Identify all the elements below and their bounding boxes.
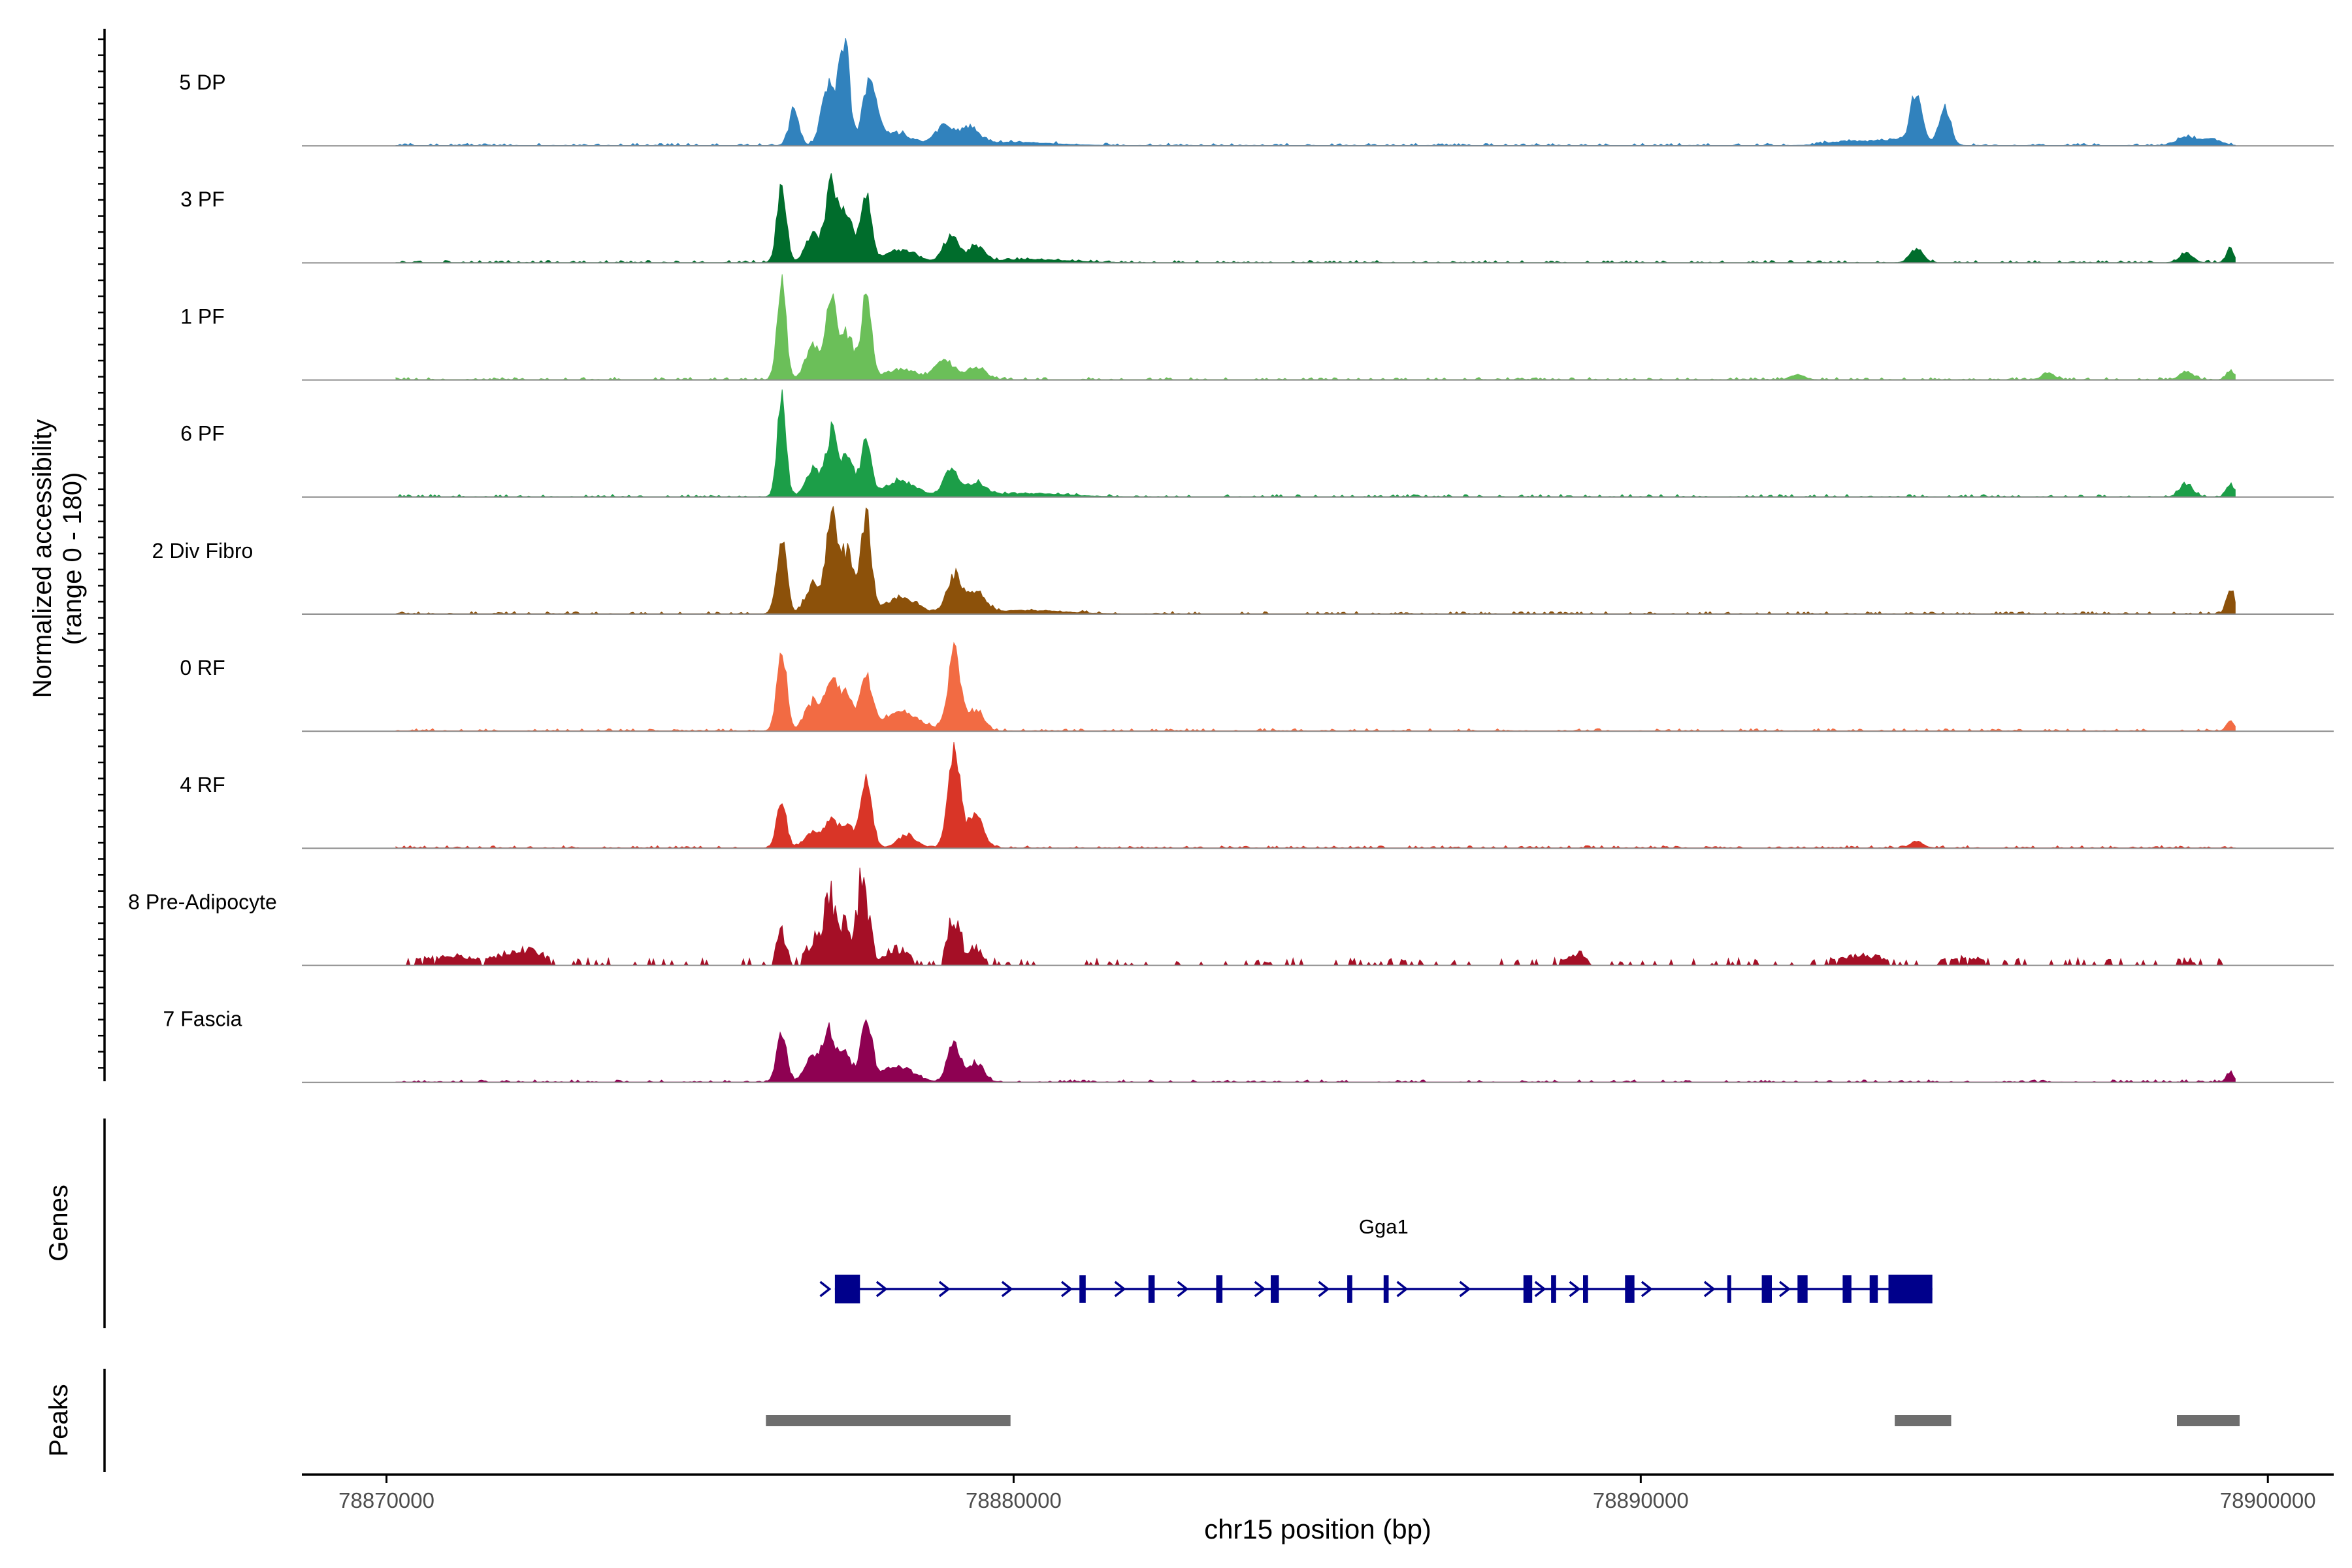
strand-arrow: [875, 1281, 888, 1298]
x-axis-label: chr15 position (bp): [1204, 1514, 1431, 1544]
peak-region-bar: [2177, 1415, 2240, 1426]
strand-arrow: [1318, 1281, 1330, 1298]
x-tick-label: 78900000: [2220, 1488, 2316, 1512]
strand-arrow: [1254, 1281, 1266, 1298]
strand-arrow: [1534, 1281, 1546, 1298]
coverage-area: [396, 867, 2236, 967]
strand-arrow: [938, 1281, 951, 1298]
x-tick-label: 78880000: [966, 1488, 1062, 1512]
coverage-area: [395, 742, 2236, 849]
track-0-rf: [302, 642, 2334, 732]
coverage-area: [395, 173, 2236, 263]
coverage-y-ticks: [98, 38, 105, 1069]
gene-exon: [1383, 1275, 1389, 1303]
track-4-rf: [302, 742, 2334, 849]
track-label: 6 PF: [180, 422, 225, 446]
track-label: 2 Div Fibro: [152, 539, 253, 563]
genes-panel-label: Genes: [44, 1184, 73, 1262]
coverage-area: [395, 389, 2236, 498]
coverage-area: [395, 38, 2236, 146]
gene-exon: [1551, 1275, 1556, 1303]
track-7-fascia: [302, 1019, 2334, 1083]
gene-exon: [1869, 1275, 1878, 1303]
strand-arrow: [1396, 1281, 1409, 1298]
gene-exon: [1523, 1275, 1533, 1303]
coverage-area: [395, 642, 2236, 732]
peak-region-bar: [1895, 1415, 1952, 1426]
coverage-area: [395, 506, 2236, 615]
track-label: 0 RF: [180, 656, 225, 679]
strand-arrow: [1001, 1281, 1013, 1298]
y-axis-label-line2: (range 0 - 180): [58, 472, 87, 645]
track-label: 7 Fascia: [163, 1007, 242, 1031]
gene-exon: [1347, 1275, 1352, 1303]
peak-regions: [766, 1415, 2240, 1426]
track-label: 8 Pre-Adipocyte: [128, 890, 277, 913]
track-2-div-fibro: [302, 506, 2334, 615]
track-1-pf: [302, 274, 2334, 381]
coverage-area: [395, 274, 2236, 381]
gene-exon: [1216, 1275, 1223, 1303]
gene-model: [819, 1275, 1933, 1303]
track-labels: 5 DP 3 PF 1 PF 6 PF 2 Div Fibro 0 RF 4 RF 8 Pre…: [128, 71, 277, 1031]
track-label: 1 PF: [180, 304, 225, 328]
track-3-pf: [302, 173, 2334, 264]
gene-exon: [1888, 1275, 1933, 1303]
gene-exon: [1148, 1275, 1155, 1303]
track-label: 5 DP: [179, 71, 225, 94]
strand-arrow: [1177, 1281, 1189, 1298]
peaks-panel-label: Peaks: [44, 1384, 73, 1456]
strand-arrow: [1641, 1281, 1653, 1298]
gene-exon: [1727, 1275, 1731, 1303]
strand-arrow: [1459, 1281, 1471, 1298]
coverage-tracks: [302, 38, 2334, 1083]
gene-name-label: Gga1: [1359, 1215, 1409, 1238]
strand-arrow: [1779, 1281, 1791, 1298]
gene-exon: [1625, 1275, 1635, 1303]
strand-arrow: [1703, 1281, 1716, 1298]
gene-exon: [1079, 1275, 1086, 1303]
track-label: 4 RF: [180, 773, 225, 796]
strand-arrow: [1060, 1281, 1073, 1298]
gene-exon: [1271, 1275, 1279, 1303]
y-axis-label-line1: Normalized accessibility: [28, 419, 57, 698]
gene-exon: [1583, 1275, 1588, 1303]
x-tick-label: 78870000: [338, 1488, 434, 1512]
x-axis-ticks: 78870000 78880000 78890000 78900000: [338, 1475, 2316, 1512]
gene-exon: [1842, 1275, 1852, 1303]
strand-arrow: [1569, 1281, 1581, 1298]
track-label: 3 PF: [180, 188, 225, 211]
track-8-pre-adipocyte: [302, 867, 2334, 967]
peak-region-bar: [766, 1415, 1011, 1426]
strand-arrow: [1114, 1281, 1126, 1298]
strand-arrow: [819, 1281, 832, 1298]
x-tick-label: 78890000: [1593, 1488, 1689, 1512]
gene-exon: [1797, 1275, 1808, 1303]
track-6-pf: [302, 389, 2334, 498]
gene-exon: [1761, 1275, 1772, 1303]
coverage-area: [395, 1019, 2236, 1083]
track-5-dp: [302, 38, 2334, 147]
gene-exon: [834, 1275, 860, 1303]
